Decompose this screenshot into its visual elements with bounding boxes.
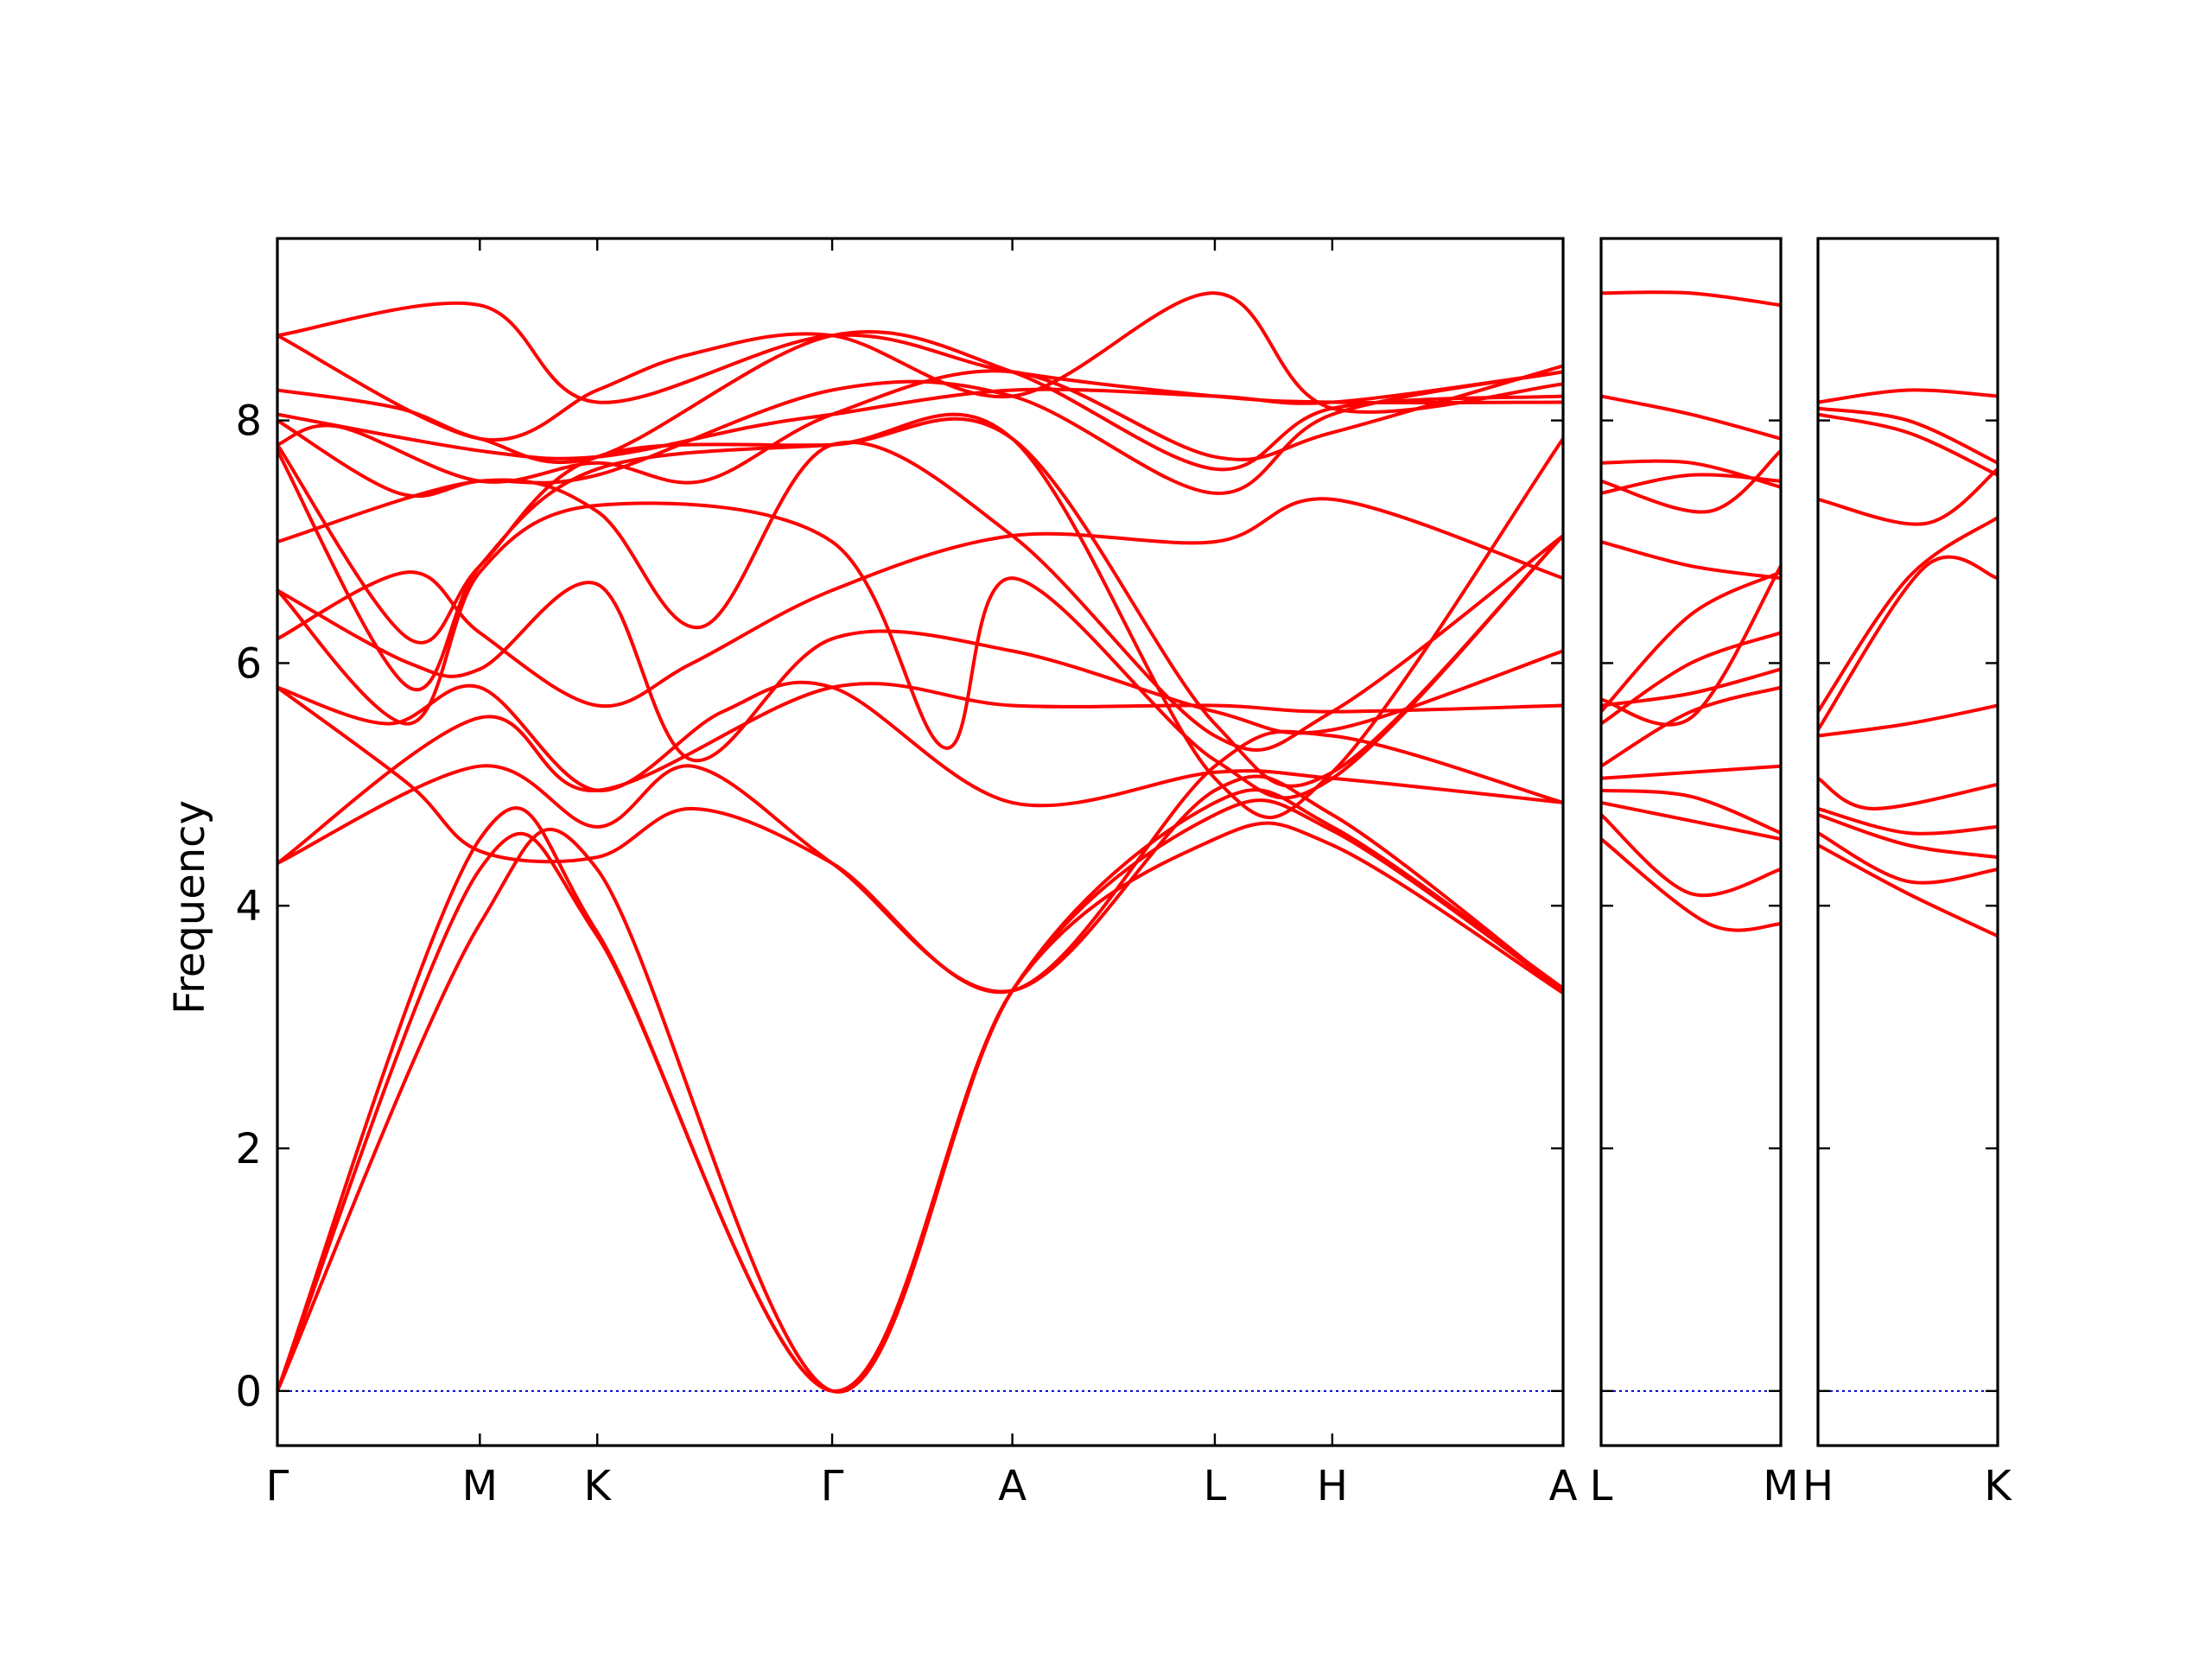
band-left-small-4 — [1601, 788, 1781, 835]
x-tick-label-main-2: K — [584, 1462, 613, 1510]
band-left-small-15 — [1601, 394, 1781, 441]
x-tick-label-main-4: A — [998, 1462, 1027, 1510]
band-left-small-9 — [1601, 667, 1781, 708]
plot-frame — [276, 237, 1565, 1447]
band-main-11 — [277, 440, 1563, 752]
band-right-small-9 — [1818, 467, 1998, 526]
x-tick-label-main-5: L — [1204, 1462, 1227, 1510]
band-left-small-1 — [1601, 812, 1781, 898]
band-left-small-2 — [1601, 837, 1781, 932]
y-tick-label: 0 — [235, 1368, 262, 1416]
band-right-small-4 — [1818, 806, 1998, 836]
panel-main: 0 2 4 6 8 Γ M K Γ A L H A — [235, 237, 1578, 1510]
plot-frame — [1599, 237, 1783, 1447]
band-right-small-10 — [1818, 406, 1998, 465]
band-left-small-14 — [1601, 459, 1781, 489]
y-tick-label: 2 — [235, 1125, 262, 1173]
band-main-3 — [277, 788, 1563, 1393]
band-left-small-3 — [1601, 800, 1781, 841]
x-tick-label-main-7: A — [1549, 1462, 1578, 1510]
y-tick-label: 8 — [235, 397, 262, 446]
bands-right-small — [1818, 388, 1998, 938]
y-tick-label: 6 — [235, 639, 262, 688]
band-left-small-8 — [1601, 570, 1781, 714]
band-main-15 — [277, 370, 1563, 499]
plot-frame — [1816, 237, 1999, 1447]
x-tick-label-right-small-0: H — [1802, 1462, 1834, 1510]
y-tick-label: 4 — [235, 882, 262, 931]
band-right-small-2 — [1818, 831, 1998, 885]
bands-main — [277, 291, 1563, 1394]
x-tick-label-main-6: H — [1317, 1462, 1348, 1510]
band-right-small-3 — [1818, 812, 1998, 860]
x-tick-label-main-3: Γ — [821, 1462, 844, 1510]
band-main-19 — [277, 301, 1563, 405]
band-main-2 — [277, 821, 1563, 1393]
band-main-5 — [277, 682, 1563, 866]
band-left-small-5 — [1601, 764, 1781, 780]
x-tick-label-left-small-1: M — [1763, 1462, 1798, 1510]
band-right-small-5 — [1818, 776, 1998, 810]
x-tick-label-left-small-0: L — [1590, 1462, 1613, 1510]
band-main-12 — [277, 412, 1563, 819]
band-left-small-10 — [1601, 564, 1781, 727]
bands-left-small — [1601, 290, 1781, 932]
y-axis-label: Frequency — [166, 800, 214, 1014]
band-main-16 — [277, 370, 1563, 461]
band-right-small-7 — [1818, 515, 1998, 714]
band-right-small-11 — [1818, 412, 1998, 477]
band-main-6 — [277, 680, 1563, 808]
x-tick-label-right-small-1: K — [1984, 1462, 2012, 1510]
band-left-small-6 — [1601, 685, 1781, 768]
band-main-18 — [277, 291, 1563, 442]
band-right-small-12 — [1818, 388, 1998, 404]
band-main-13 — [277, 416, 1563, 788]
x-tick-label-main-1: M — [462, 1462, 498, 1510]
band-left-small-11 — [1601, 540, 1781, 581]
band-right-small-8 — [1818, 555, 1998, 732]
band-right-small-6 — [1818, 703, 1998, 738]
band-main-4 — [277, 764, 1563, 994]
band-main-10 — [277, 501, 1563, 800]
band-right-small-1 — [1818, 843, 1998, 938]
band-left-small-16 — [1601, 290, 1781, 308]
band-main-9 — [277, 581, 1563, 763]
band-main-8 — [277, 497, 1563, 709]
band-main-1 — [277, 798, 1563, 1394]
x-tick-label-main-0: Γ — [266, 1462, 289, 1510]
band-left-small-13 — [1601, 448, 1781, 514]
